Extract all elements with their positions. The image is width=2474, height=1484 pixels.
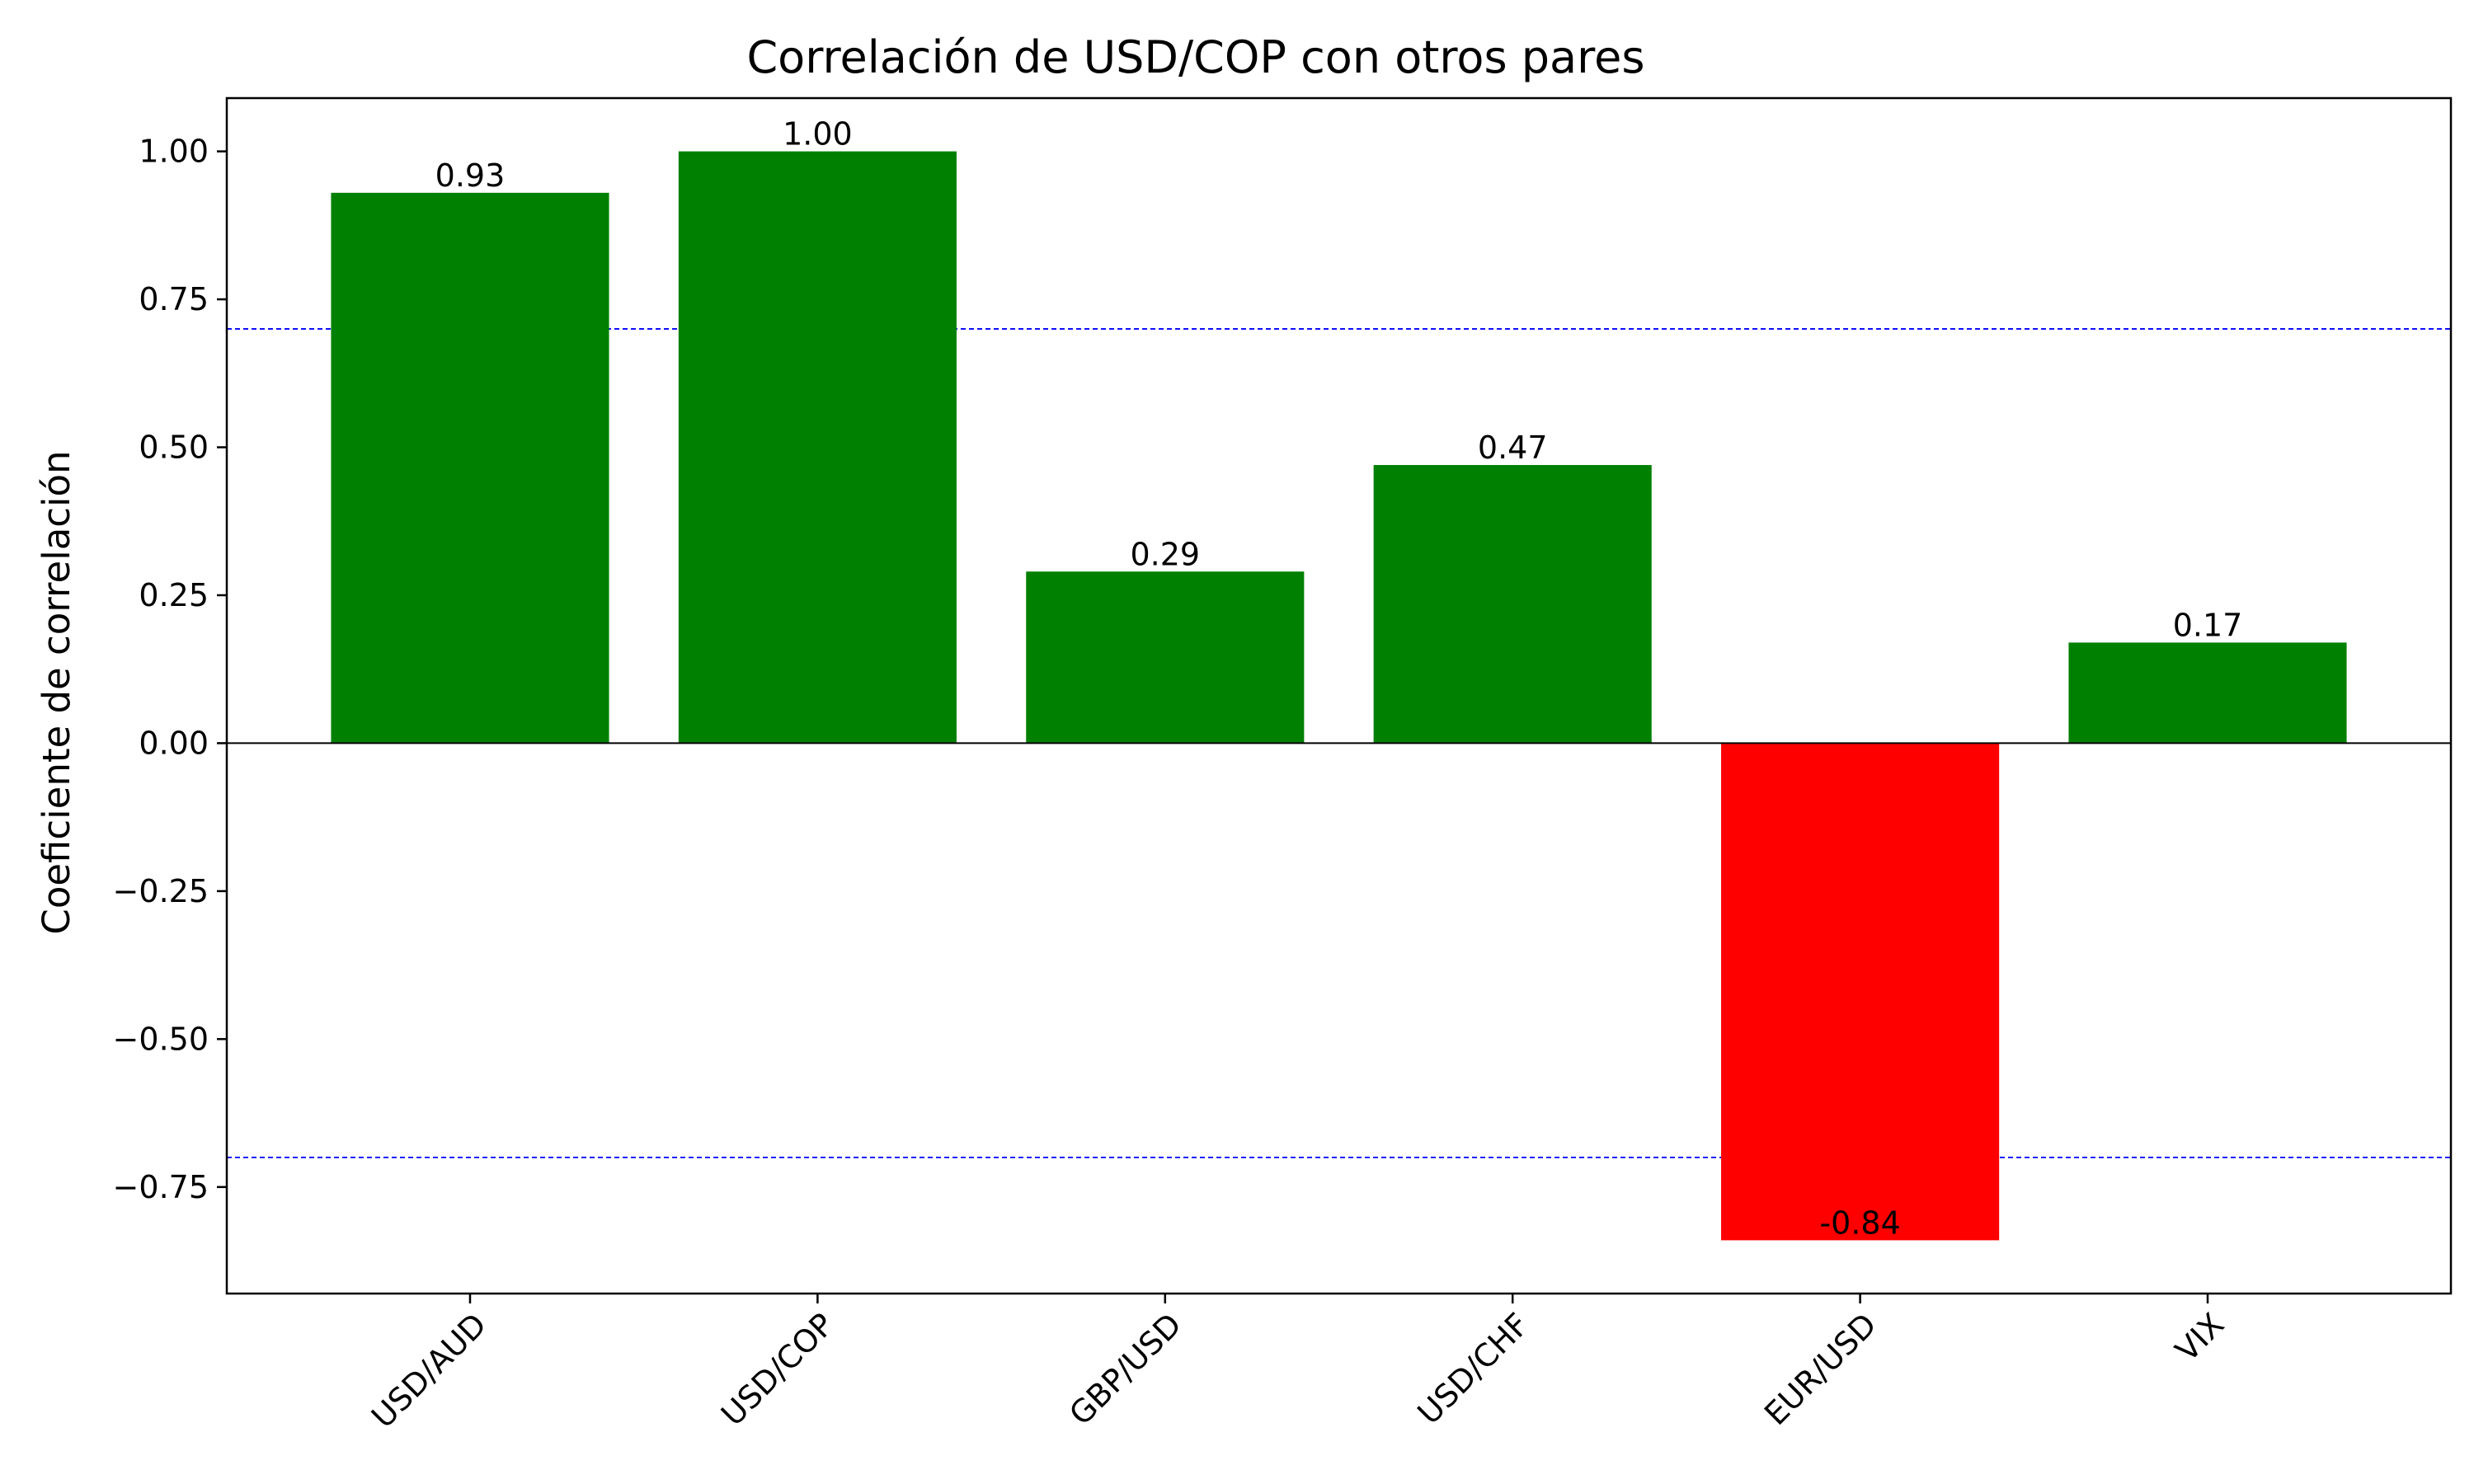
y-tick-label: 0.00 — [139, 725, 209, 761]
y-tick-label: −0.75 — [113, 1169, 209, 1205]
y-tick-label: −0.25 — [113, 873, 209, 909]
bar-value-labels: 0.93 1.00 0.29 0.47 -0.84 0.17 — [435, 116, 2243, 1242]
bar — [2068, 642, 2347, 744]
y-axis-label: Coeficiente de correlación — [35, 450, 78, 934]
bars-group — [331, 151, 2347, 1241]
y-tick-label: 0.50 — [139, 430, 209, 466]
bar-value-label: 0.93 — [435, 157, 506, 194]
y-axis: 1.00 0.75 0.50 0.25 0.00 −0.25 −0.50 −0.75 — [113, 134, 227, 1205]
bar-value-label: 0.29 — [1130, 536, 1200, 572]
plot-frame — [225, 96, 2453, 1295]
x-tick-label: GBP/USD — [1062, 1306, 1188, 1432]
x-tick-label: USD/AUD — [365, 1306, 493, 1435]
y-tick-label: −0.50 — [113, 1021, 209, 1057]
y-tick-label: 0.75 — [139, 281, 209, 317]
x-axis: USD/AUD USD/COP GBP/USD USD/CHF EUR/USD VIX — [365, 1294, 2231, 1435]
y-tick-label: 1.00 — [139, 134, 209, 170]
bar — [331, 192, 609, 744]
bar — [1721, 743, 2000, 1241]
chart-title: Correlación de USD/COP con otros pares — [746, 31, 1644, 83]
bar — [1026, 571, 1305, 744]
x-tick-label: EUR/USD — [1757, 1306, 1884, 1432]
bar-value-label: 0.47 — [1478, 430, 1548, 466]
x-tick-label: VIX — [2169, 1306, 2232, 1369]
bar-value-label: 0.17 — [2173, 607, 2243, 643]
bar — [678, 151, 957, 744]
x-tick-label: USD/COP — [714, 1306, 841, 1433]
y-tick-label: 0.25 — [139, 577, 209, 613]
bar-value-label: -0.84 — [1819, 1205, 1900, 1241]
bar — [1373, 465, 1652, 744]
x-tick-label: USD/CHF — [1411, 1306, 1536, 1431]
bar-value-label: 1.00 — [783, 116, 853, 153]
